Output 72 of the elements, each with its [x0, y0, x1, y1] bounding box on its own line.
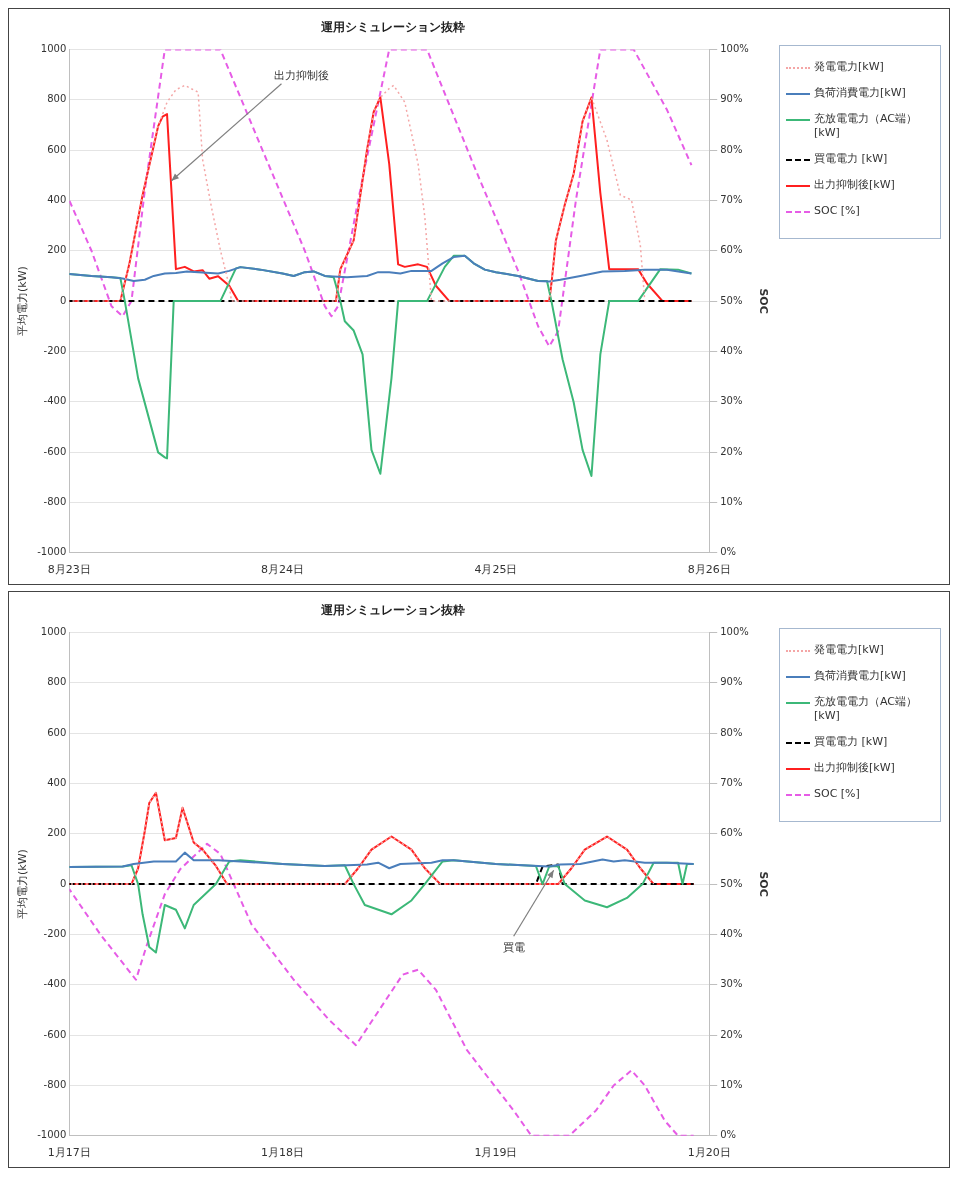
y2-tick-label: 10%	[720, 1079, 743, 1091]
y2-tick-label: 100%	[720, 625, 749, 637]
y-tick-label: 400	[47, 777, 67, 789]
y-axis-title: 平均電力(kW)	[16, 849, 30, 920]
y2-tick-label: 40%	[720, 345, 743, 357]
legend-label: 発電電力[kW]	[814, 60, 884, 74]
y2-tick-label: 80%	[720, 726, 743, 738]
legend-label: 充放電電力（AC端）[kW]	[814, 695, 918, 723]
y-tick-label: -400	[43, 395, 67, 407]
y2-tick-label: 20%	[720, 445, 743, 457]
y2-tick-label: 40%	[720, 928, 743, 940]
y-tick-label: 800	[47, 676, 67, 688]
x-tick-label: 1月17日	[47, 1146, 91, 1160]
annotation: 買電	[502, 941, 525, 955]
x-tick-label: 8月26日	[687, 563, 731, 577]
y-tick-label: 0	[59, 294, 67, 306]
y-tick-label: -200	[43, 928, 67, 940]
y2-tick-label: 0%	[720, 1129, 737, 1141]
legend-label: 充放電電力（AC端）[kW]	[814, 112, 918, 140]
legend-label: 買電電力 [kW]	[814, 735, 888, 749]
y-tick-label: 200	[47, 827, 67, 839]
y-tick-label: -400	[43, 978, 67, 990]
y-tick-label: -1000	[37, 546, 67, 558]
y-tick-label: -800	[43, 496, 67, 508]
legend-label: 負荷消費電力[kW]	[814, 86, 906, 100]
y2-axis-title: SOC	[756, 871, 770, 897]
y-tick-label: 600	[47, 143, 67, 155]
y2-tick-label: 100%	[720, 42, 749, 54]
x-tick-label: 1月19日	[474, 1146, 518, 1160]
legend-label: 出力抑制後[kW]	[814, 178, 895, 192]
y-tick-label: 400	[47, 194, 67, 206]
y-tick-label: 1000	[40, 625, 67, 637]
y-tick-label: 0	[59, 877, 67, 889]
legend-label: 発電電力[kW]	[814, 643, 884, 657]
y-tick-label: -200	[43, 345, 67, 357]
y2-tick-label: 50%	[720, 294, 743, 306]
y2-tick-label: 70%	[720, 777, 743, 789]
y-tick-label: 800	[47, 93, 67, 105]
y2-tick-label: 60%	[720, 827, 743, 839]
y-axis-title: 平均電力(kW)	[16, 266, 30, 337]
x-tick-label: 1月18日	[261, 1146, 305, 1160]
y2-tick-label: 50%	[720, 877, 743, 889]
legend-label: 出力抑制後[kW]	[814, 761, 895, 775]
x-tick-label: 8月24日	[261, 563, 305, 577]
x-tick-label: 1月20日	[687, 1146, 731, 1160]
y-tick-label: 600	[47, 726, 67, 738]
y-tick-label: -600	[43, 1028, 67, 1040]
legend-label: 負荷消費電力[kW]	[814, 669, 906, 683]
legend-label: 買電電力 [kW]	[814, 152, 888, 166]
y-tick-label: 1000	[40, 42, 67, 54]
x-tick-label: 4月25日	[474, 563, 518, 577]
legend-label: SOC [%]	[814, 204, 860, 218]
y2-tick-label: 30%	[720, 978, 743, 990]
y2-tick-label: 90%	[720, 93, 743, 105]
annotation: 出力抑制後	[273, 68, 329, 82]
y-tick-label: 200	[47, 244, 67, 256]
y2-tick-label: 90%	[720, 676, 743, 688]
legend-label: SOC [%]	[814, 787, 860, 801]
y2-tick-label: 30%	[720, 395, 743, 407]
y-tick-label: -600	[43, 445, 67, 457]
y2-tick-label: 20%	[720, 1028, 743, 1040]
y2-tick-label: 0%	[720, 546, 737, 558]
chart-title: 運用シミュレーション抜粋	[320, 603, 465, 618]
y2-tick-label: 60%	[720, 244, 743, 256]
x-tick-label: 8月23日	[47, 563, 91, 577]
y2-tick-label: 80%	[720, 143, 743, 155]
chart-title: 運用シミュレーション抜粋	[320, 20, 465, 35]
y-tick-label: -1000	[37, 1129, 67, 1141]
y2-tick-label: 10%	[720, 496, 743, 508]
y-tick-label: -800	[43, 1079, 67, 1091]
y2-axis-title: SOC	[756, 288, 770, 314]
y2-tick-label: 70%	[720, 194, 743, 206]
